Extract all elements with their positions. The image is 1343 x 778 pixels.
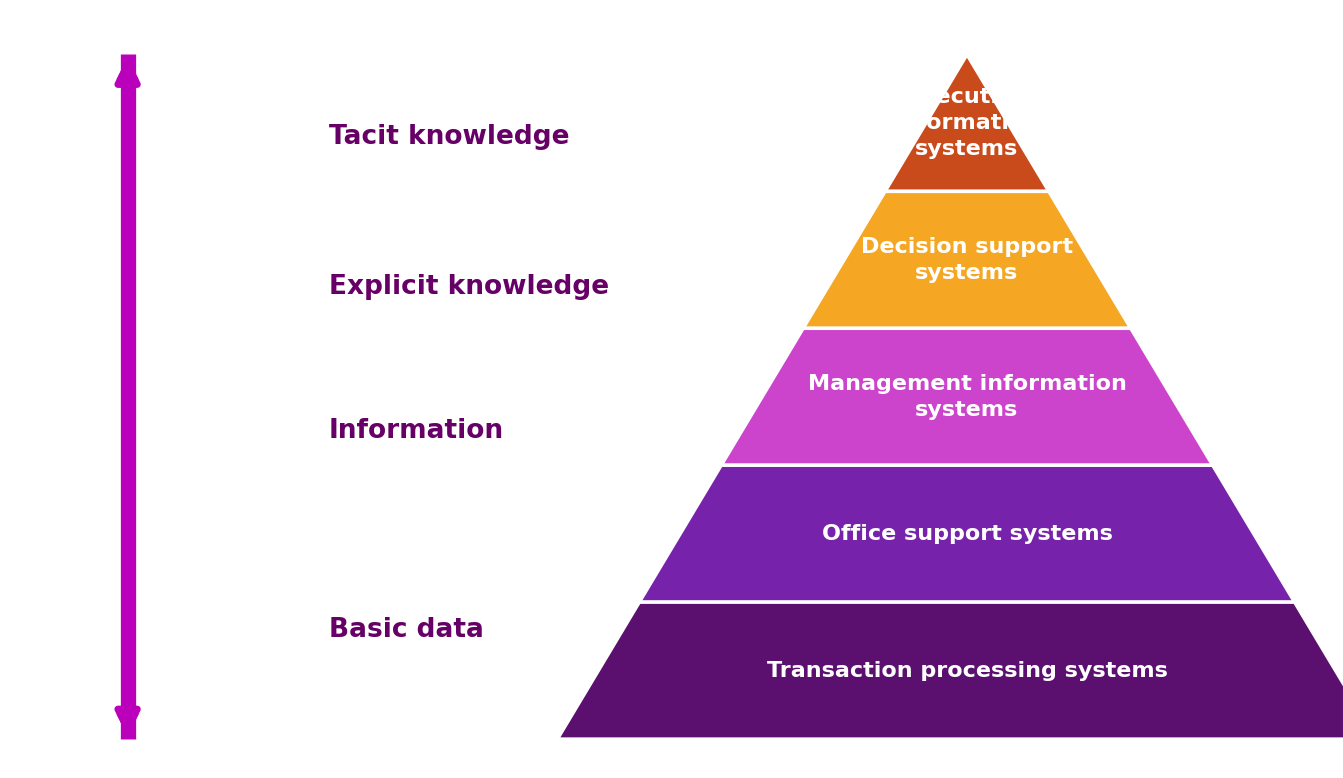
Polygon shape <box>557 602 1343 739</box>
Text: Explicit knowledge: Explicit knowledge <box>329 274 610 300</box>
Text: Office support systems: Office support systems <box>822 524 1112 544</box>
Text: Basic data: Basic data <box>329 616 483 643</box>
Text: Transaction processing systems: Transaction processing systems <box>767 661 1167 681</box>
Polygon shape <box>721 328 1213 465</box>
Text: Decision support
systems: Decision support systems <box>861 237 1073 283</box>
FancyArrowPatch shape <box>117 58 138 736</box>
Polygon shape <box>885 54 1049 191</box>
FancyArrowPatch shape <box>118 65 137 728</box>
Text: Executive
information
systems: Executive information systems <box>893 86 1041 159</box>
Polygon shape <box>803 191 1131 328</box>
Polygon shape <box>639 465 1295 602</box>
Text: Tacit knowledge: Tacit knowledge <box>329 124 569 149</box>
Text: Management information
systems: Management information systems <box>807 373 1127 420</box>
FancyArrowPatch shape <box>117 58 138 736</box>
Text: Information: Information <box>329 418 504 444</box>
